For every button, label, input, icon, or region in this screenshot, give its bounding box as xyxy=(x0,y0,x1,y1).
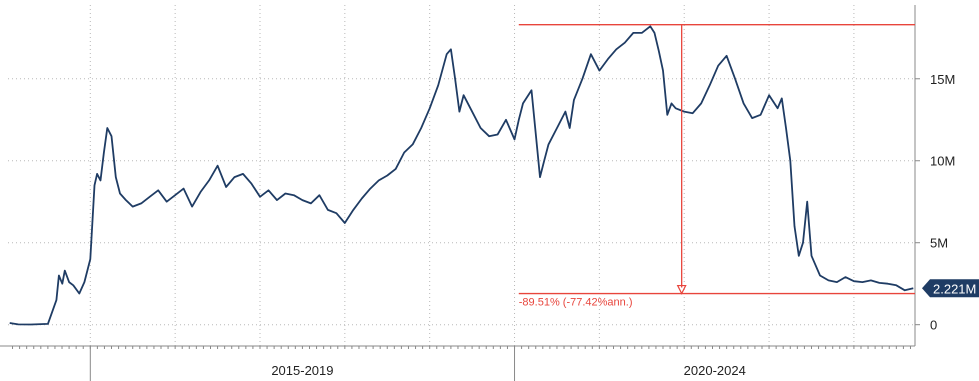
y-tick-label: 15M xyxy=(930,72,955,87)
period-label: 2020-2024 xyxy=(684,363,746,378)
last-value-badge: 2.221M xyxy=(922,279,979,297)
y-tick-label: 5M xyxy=(930,236,948,251)
last-value-label: 2.221M xyxy=(933,281,976,296)
y-tick-label: 0 xyxy=(930,318,937,333)
period-label: 2015-2019 xyxy=(271,363,333,378)
drawdown-label: -89.51% (-77.42%ann.) xyxy=(519,297,633,309)
y-tick-label: 10M xyxy=(930,154,955,169)
